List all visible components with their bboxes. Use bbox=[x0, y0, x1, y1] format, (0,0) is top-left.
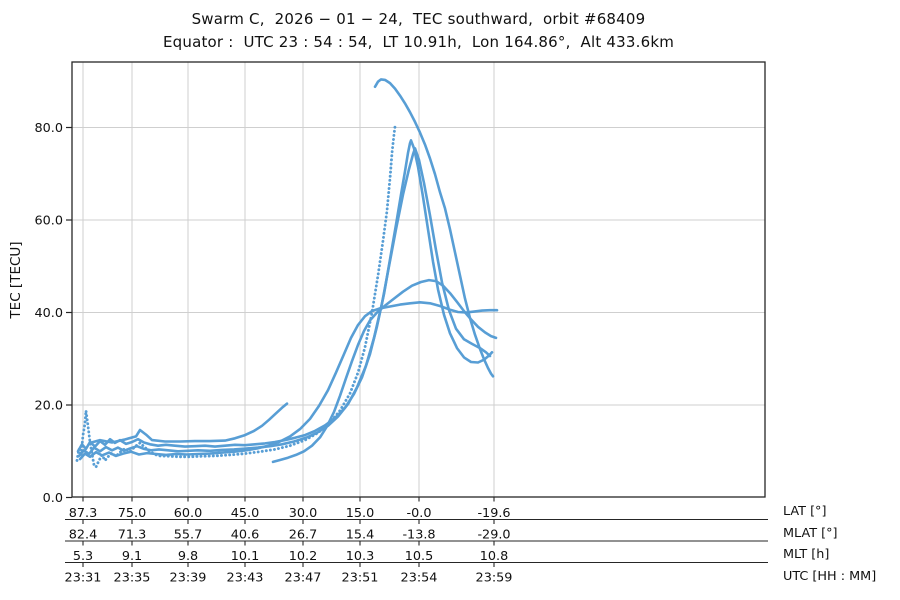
x-tick-label-lat: -0.0 bbox=[407, 506, 432, 521]
axis-row-label-mlt: MLT [h] bbox=[783, 547, 830, 562]
y-tick-label: 40.0 bbox=[35, 306, 64, 321]
trace-peak-77 bbox=[76, 139, 494, 453]
x-tick-label-mlat: 82.4 bbox=[69, 528, 98, 543]
x-tick-label-mlt: 10.5 bbox=[405, 549, 434, 564]
x-tick-label-mlt: 10.8 bbox=[480, 549, 509, 564]
x-tick-label-mlat: -13.8 bbox=[402, 528, 435, 543]
x-tick-label-lat: 30.0 bbox=[289, 506, 318, 521]
x-tick-label-mlat: 26.7 bbox=[289, 528, 318, 543]
x-tick-label-mlat: 40.6 bbox=[231, 528, 260, 543]
trace-plateau-42 bbox=[78, 300, 499, 461]
x-tick-label-lat: 75.0 bbox=[118, 506, 147, 521]
x-tick-label-utc: 23:39 bbox=[170, 571, 207, 586]
x-tick-label-mlat: 71.3 bbox=[118, 528, 147, 543]
x-axis-row-lat: 87.3 75.0 60.0 45.0 30.0 15.0 -0.0 -19.6 bbox=[69, 497, 511, 521]
trace-peak-80-dotted bbox=[75, 125, 397, 469]
y-axis-ticks: 0.0 20.0 40.0 60.0 80.0 bbox=[35, 121, 72, 506]
x-tick-label-lat: 45.0 bbox=[231, 506, 260, 521]
y-tick-label: 80.0 bbox=[35, 121, 64, 136]
x-axis-row-mlat: 82.4 71.3 55.7 40.6 26.7 15.4 -13.8 -29.0 bbox=[69, 519, 511, 543]
x-tick-label-utc: 23:35 bbox=[114, 571, 151, 586]
x-tick-label-mlt: 5.3 bbox=[73, 549, 93, 564]
x-tick-label-mlt: 10.1 bbox=[231, 549, 260, 564]
x-tick-label-mlat: 15.4 bbox=[346, 528, 375, 543]
y-tick-label: 0.0 bbox=[43, 491, 63, 506]
x-axis-row-mlt: 5.3 9.1 9.8 10.1 10.2 10.3 10.5 10.8 bbox=[73, 541, 508, 564]
x-tick-label-lat: -19.6 bbox=[477, 506, 510, 521]
x-tick-label-utc: 23:54 bbox=[401, 571, 438, 586]
x-tick-label-utc: 23:43 bbox=[227, 571, 264, 586]
x-tick-label-mlt: 9.1 bbox=[122, 549, 142, 564]
x-tick-label-lat: 60.0 bbox=[174, 506, 203, 521]
x-axis-row-utc: 23:31 23:35 23:39 23:43 23:47 23:51 23:54 23:59 bbox=[65, 562, 513, 586]
y-tick-label: 20.0 bbox=[35, 399, 64, 414]
chart-subtitle: Equator : UTC 23 : 54 : 54, LT 10.91h, L… bbox=[162, 33, 675, 51]
x-tick-label-utc: 23:47 bbox=[285, 571, 322, 586]
y-tick-label: 60.0 bbox=[35, 214, 64, 229]
x-tick-label-mlt: 9.8 bbox=[178, 549, 198, 564]
x-tick-label-mlat: -29.0 bbox=[477, 528, 510, 543]
x-tick-label-utc: 23:59 bbox=[476, 571, 513, 586]
x-tick-label-utc: 23:31 bbox=[65, 571, 102, 586]
trace-short-hook-20 bbox=[88, 402, 289, 445]
axis-row-label-utc: UTC [HH : MM] bbox=[783, 568, 877, 584]
gridlines bbox=[72, 62, 765, 497]
x-tick-label-lat: 87.3 bbox=[69, 506, 98, 521]
x-tick-label-mlt: 10.2 bbox=[289, 549, 318, 564]
data-series bbox=[75, 78, 499, 469]
x-tick-label-mlat: 55.7 bbox=[174, 528, 203, 543]
x-axis-rows: 87.3 75.0 60.0 45.0 30.0 15.0 -0.0 -19.6 82.4 71.… bbox=[65, 497, 768, 586]
axis-row-label-mlat: MLAT [°] bbox=[783, 525, 838, 541]
x-tick-label-mlt: 10.3 bbox=[346, 549, 375, 564]
x-tick-label-utc: 23:51 bbox=[342, 571, 379, 586]
axis-row-label-lat: LAT [°] bbox=[783, 504, 827, 519]
trace-peak-75 bbox=[77, 147, 492, 458]
y-axis-label: TEC [TECU] bbox=[8, 241, 24, 319]
x-tick-label-lat: 15.0 bbox=[346, 506, 375, 521]
chart-title: Swarm C, 2026 − 01 − 24, TEC southward, … bbox=[191, 10, 646, 28]
trace-peak-90 bbox=[373, 78, 495, 378]
